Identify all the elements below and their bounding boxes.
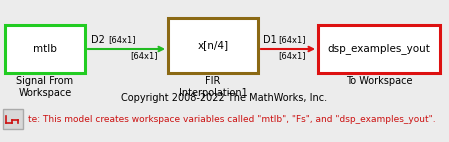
Text: [64x1]: [64x1] (278, 52, 305, 60)
Text: To Workspace: To Workspace (346, 76, 412, 86)
Text: te: This model creates workspace variables called "mtlb", "Fs", and "dsp_example: te: This model creates workspace variabl… (28, 115, 436, 125)
Text: [64x1]: [64x1] (130, 52, 158, 60)
Bar (5, 25, 85, 73)
Text: D1: D1 (263, 35, 277, 45)
Text: [64x1]: [64x1] (278, 36, 305, 44)
Bar (3, 109, 23, 129)
Bar (168, 18, 258, 73)
Text: dsp_examples_yout: dsp_examples_yout (328, 44, 431, 54)
Text: FIR
Interpolation1: FIR Interpolation1 (179, 76, 247, 98)
Text: x[n/4]: x[n/4] (198, 40, 229, 51)
Text: D2: D2 (91, 35, 105, 45)
Text: Copyright 2008-2022 The MathWorks, Inc.: Copyright 2008-2022 The MathWorks, Inc. (121, 93, 327, 103)
Text: Signal From
Workspace: Signal From Workspace (17, 76, 74, 98)
Text: mtlb: mtlb (33, 44, 57, 54)
Bar (318, 25, 440, 73)
Text: [64x1]: [64x1] (108, 36, 136, 44)
